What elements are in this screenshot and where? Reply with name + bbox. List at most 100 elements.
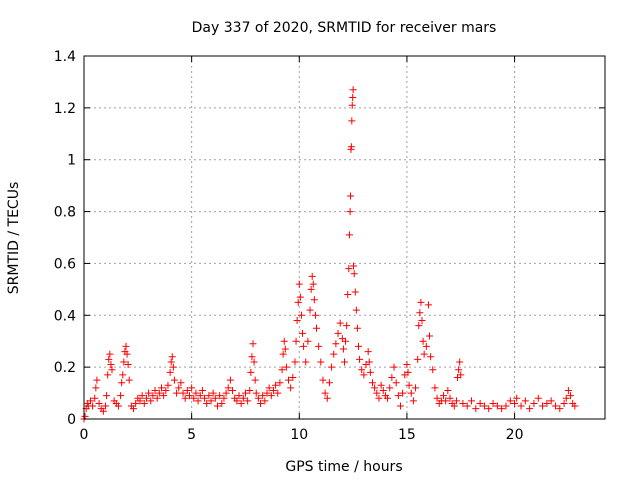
data-point — [366, 368, 374, 376]
data-point — [207, 397, 215, 405]
x-tick-label: 10 — [290, 427, 308, 443]
data-point — [297, 311, 305, 319]
data-point — [373, 389, 381, 397]
y-tick-labels: 0 0.2 0.4 0.6 0.8 1 1.2 1.4 — [54, 49, 76, 428]
data-point — [102, 402, 110, 410]
data-point — [392, 379, 400, 387]
data-point — [222, 389, 230, 397]
data-point — [247, 368, 255, 376]
data-point — [343, 322, 351, 330]
data-point — [564, 386, 572, 394]
data-point — [452, 397, 460, 405]
data-point — [394, 392, 402, 400]
data-point — [295, 280, 303, 288]
data-point — [296, 293, 304, 301]
data-point — [350, 270, 358, 278]
data-point — [119, 371, 127, 379]
y-tick-label: 1 — [67, 153, 76, 169]
data-point — [246, 386, 254, 394]
data-point — [551, 402, 559, 410]
data-point — [175, 384, 183, 392]
data-point — [571, 402, 579, 410]
data-point — [211, 394, 219, 402]
data-point — [123, 350, 131, 358]
data-point — [218, 399, 226, 407]
data-point — [517, 402, 525, 410]
data-point — [192, 389, 200, 397]
x-tick-label: 15 — [398, 427, 416, 443]
data-point — [325, 379, 333, 387]
chart-title: Day 337 of 2020, SRMTID for receiver mar… — [192, 20, 497, 36]
data-point — [254, 394, 262, 402]
data-point — [348, 101, 356, 109]
data-point — [348, 117, 356, 125]
data-point — [422, 342, 430, 350]
data-point — [429, 366, 437, 374]
data-point — [294, 298, 302, 306]
data-point — [114, 402, 122, 410]
data-point — [209, 389, 217, 397]
data-point — [560, 399, 568, 407]
data-point — [463, 402, 471, 410]
data-point — [229, 386, 237, 394]
y-tick-label: 1.2 — [54, 101, 76, 117]
data-point — [567, 392, 575, 400]
data-point — [377, 381, 385, 389]
data-point — [89, 402, 97, 410]
data-point — [506, 397, 514, 405]
data-point — [358, 366, 366, 374]
data-point — [86, 397, 94, 405]
data-point — [416, 309, 424, 317]
data-point — [177, 379, 185, 387]
y-tick-label: 0 — [67, 412, 76, 428]
data-point — [170, 376, 178, 384]
data-point — [444, 386, 452, 394]
data-point — [91, 394, 99, 402]
data-point — [173, 389, 181, 397]
data-point — [287, 384, 295, 392]
data-point — [118, 379, 126, 387]
data-point — [360, 371, 368, 379]
data-point — [185, 392, 193, 400]
data-point — [300, 342, 308, 350]
data-point — [282, 363, 290, 371]
data-point — [347, 143, 355, 151]
data-point — [181, 394, 189, 402]
data-point — [164, 381, 172, 389]
data-point — [332, 340, 340, 348]
data-point — [386, 384, 394, 392]
data-point — [345, 231, 353, 239]
data-point — [107, 361, 115, 369]
data-point — [279, 350, 287, 358]
data-point — [201, 394, 209, 402]
data-point — [122, 342, 130, 350]
data-point — [233, 397, 241, 405]
data-point — [440, 392, 448, 400]
data-point — [280, 337, 288, 345]
data-point — [480, 402, 488, 410]
data-point — [249, 340, 257, 348]
data-point — [412, 384, 420, 392]
data-point — [278, 366, 286, 374]
data-point — [237, 399, 245, 407]
data-point — [311, 311, 319, 319]
data-point — [167, 358, 175, 366]
data-point — [124, 361, 132, 369]
data-point — [328, 363, 336, 371]
x-tick-label: 0 — [80, 427, 89, 443]
data-point — [345, 265, 353, 273]
data-point — [108, 366, 116, 374]
data-point — [274, 389, 282, 397]
data-point — [375, 394, 383, 402]
data-point — [291, 358, 299, 366]
data-point — [166, 368, 174, 376]
data-point — [433, 394, 441, 402]
data-point — [190, 394, 198, 402]
data-point — [450, 402, 458, 410]
plot-frame — [83, 55, 606, 420]
y-tick-label: 1.4 — [54, 49, 76, 65]
data-point — [183, 386, 191, 394]
data-point — [420, 350, 428, 358]
data-point — [457, 371, 465, 379]
